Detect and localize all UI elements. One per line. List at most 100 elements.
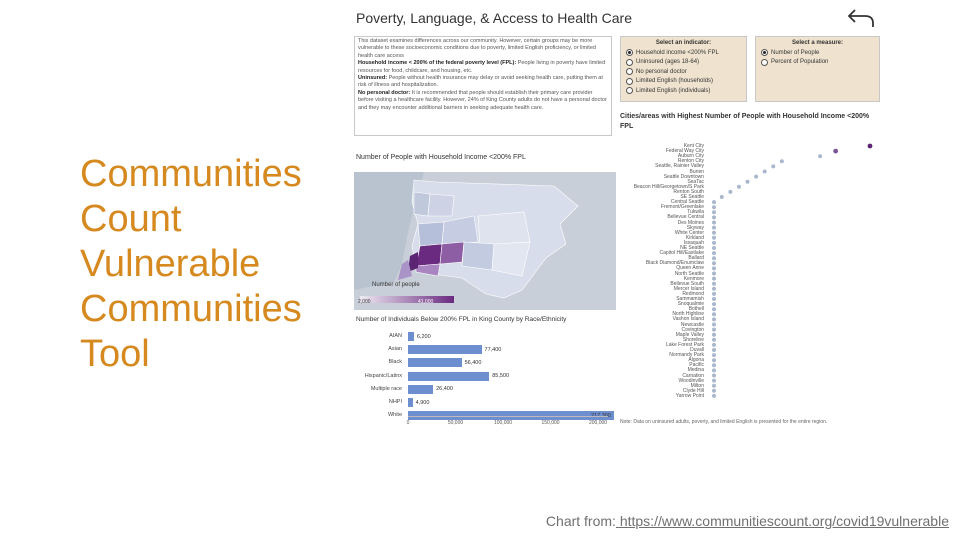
city-dot[interactable] — [712, 363, 716, 368]
city-dot[interactable] — [833, 148, 839, 154]
city-dot[interactable] — [712, 353, 716, 358]
race-category-label: Black — [388, 359, 402, 366]
city-dot[interactable] — [736, 184, 741, 189]
city-dot[interactable] — [712, 322, 716, 327]
race-axis-tick: 100,000 — [493, 420, 513, 426]
city-dot[interactable] — [712, 246, 716, 250]
city-label: White Center — [674, 229, 704, 236]
city-dot[interactable] — [712, 317, 716, 322]
race-bar[interactable] — [408, 358, 462, 368]
indicator-radio[interactable] — [626, 68, 633, 76]
cities-chart-title: Cities/areas with Highest Number of Peop… — [620, 113, 870, 130]
measure-option[interactable]: Percent of Population — [761, 58, 874, 68]
city-label: Milton — [690, 382, 704, 389]
city-dot[interactable] — [712, 210, 716, 215]
city-dot[interactable] — [867, 143, 873, 149]
city-label: Covington — [681, 326, 704, 333]
city-dot[interactable] — [712, 240, 716, 245]
race-bar[interactable] — [408, 345, 482, 355]
indicator-radio[interactable] — [626, 49, 633, 57]
city-label: Capitol Hill/Eastlake — [659, 250, 704, 257]
race-bar[interactable] — [408, 384, 434, 394]
race-bar[interactable] — [408, 332, 414, 341]
race-axis-tick: 0 — [406, 420, 410, 426]
city-dot[interactable] — [712, 332, 716, 337]
race-value-label: 6,200 — [416, 333, 431, 340]
city-dot[interactable] — [712, 281, 716, 286]
city-dot[interactable] — [712, 312, 716, 317]
undo-arrow-icon[interactable] — [846, 6, 876, 30]
city-label: Snoqualmie — [677, 301, 704, 308]
city-dot[interactable] — [712, 337, 716, 342]
city-label: Queen Anne — [676, 265, 704, 272]
king-county-map[interactable] — [354, 172, 616, 310]
city-dot[interactable] — [712, 276, 716, 281]
slide-title: Communities Count Vulnerable Communities… — [80, 152, 340, 377]
city-dot[interactable] — [712, 348, 716, 352]
city-dot[interactable] — [712, 388, 716, 393]
city-dot[interactable] — [712, 368, 716, 373]
measure-radio[interactable] — [761, 58, 768, 66]
city-label: NE Seattle — [680, 245, 704, 251]
city-dot[interactable] — [771, 164, 776, 169]
race-bar[interactable] — [408, 411, 615, 421]
race-bar[interactable] — [408, 371, 490, 381]
race-category-label: Multiple race — [370, 385, 402, 392]
city-dot[interactable] — [712, 302, 716, 307]
city-label: Carnation — [682, 372, 704, 379]
city-dot[interactable] — [712, 327, 716, 332]
city-dot[interactable] — [712, 205, 716, 210]
measure-radio[interactable] — [761, 49, 768, 57]
city-label: Bothell — [688, 306, 704, 313]
indicator-option[interactable]: Limited English (households) — [626, 77, 741, 87]
race-bar[interactable] — [408, 398, 413, 407]
city-dot[interactable] — [728, 189, 733, 194]
city-label: Black Diamond/Enumclaw — [645, 260, 704, 267]
city-label: North Highline — [672, 311, 704, 318]
city-dot[interactable] — [712, 266, 716, 271]
city-dot[interactable] — [712, 251, 716, 256]
city-dot[interactable] — [712, 373, 716, 378]
city-dot[interactable] — [712, 261, 716, 266]
indicator-radio[interactable] — [626, 58, 633, 66]
city-dot[interactable] — [719, 195, 724, 199]
city-dot[interactable] — [712, 215, 716, 220]
indicator-radio[interactable] — [626, 87, 633, 95]
city-dot[interactable] — [712, 297, 716, 301]
source-link[interactable]: https://www.communitiescount.org/covid19… — [615, 513, 949, 529]
city-dot[interactable] — [779, 159, 784, 164]
city-dot[interactable] — [712, 342, 716, 347]
indicator-option[interactable]: Household income <200% FPL — [626, 48, 741, 58]
race-chart-title: Number of Individuals Below 200% FPL in … — [356, 316, 567, 323]
city-dot[interactable] — [712, 286, 716, 291]
city-label: Skyway — [686, 224, 704, 231]
indicator-heading: Select an indicator: — [655, 40, 712, 46]
race-value-label: 77,400 — [484, 346, 502, 353]
city-dot[interactable] — [712, 307, 716, 312]
city-dot[interactable] — [712, 393, 716, 398]
indicator-radio[interactable] — [626, 77, 633, 85]
indicator-option[interactable]: Limited English (individuals) — [626, 86, 741, 96]
city-label: Fremont/Greenlake — [660, 204, 704, 211]
city-dot[interactable] — [818, 154, 823, 159]
city-dot[interactable] — [712, 225, 716, 230]
city-dot[interactable] — [712, 200, 716, 205]
city-dot[interactable] — [754, 174, 759, 179]
city-dot[interactable] — [745, 179, 750, 184]
city-dot[interactable] — [762, 169, 767, 174]
indicator-option-label: Limited English (households) — [636, 78, 714, 85]
city-dot[interactable] — [712, 291, 716, 296]
dashboard-title: Poverty, Language, & Access to Health Ca… — [356, 10, 633, 26]
city-dot[interactable] — [712, 378, 716, 383]
city-dot[interactable] — [712, 383, 716, 388]
city-dot[interactable] — [712, 235, 716, 240]
race-value-label: 217,300 — [591, 412, 611, 419]
indicator-option[interactable]: Uninsured (ages 18-64) — [626, 58, 741, 68]
indicator-option[interactable]: No personal doctor — [626, 67, 741, 77]
city-dot[interactable] — [712, 271, 716, 276]
city-dot[interactable] — [712, 256, 716, 261]
city-dot[interactable] — [712, 230, 716, 235]
measure-option[interactable]: Number of People — [761, 48, 874, 58]
city-dot[interactable] — [712, 220, 716, 225]
city-dot[interactable] — [712, 358, 716, 363]
